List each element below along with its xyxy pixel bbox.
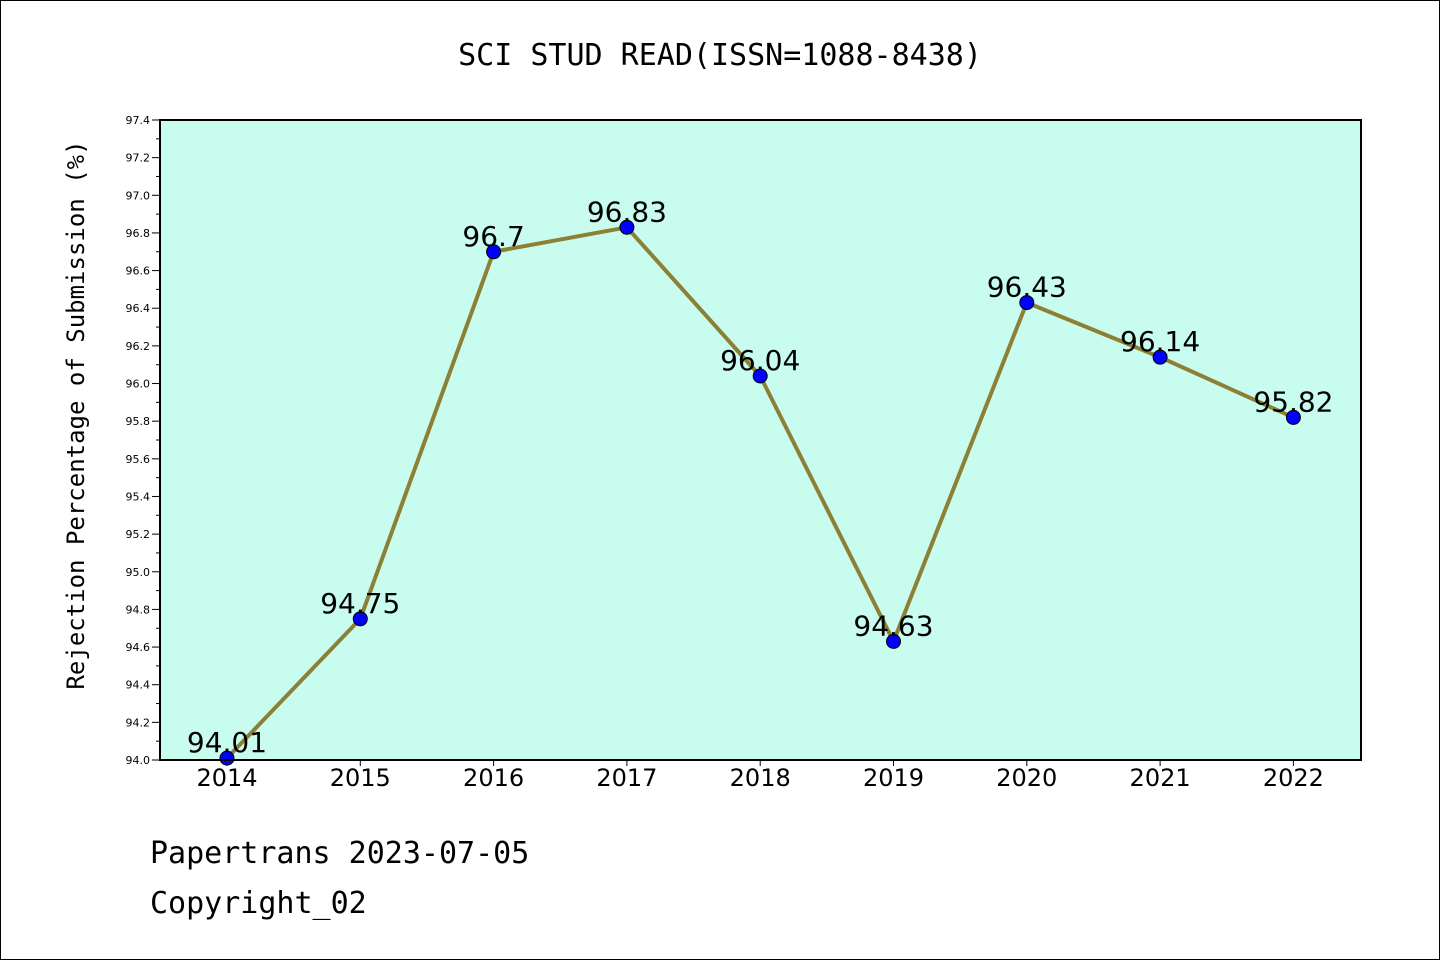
y-tick-label: 96.2 bbox=[126, 340, 151, 353]
data-label: 96.7 bbox=[462, 220, 524, 253]
y-tick-label: 95.8 bbox=[126, 415, 151, 428]
data-label: 96.14 bbox=[1120, 325, 1200, 358]
y-tick-label: 96.0 bbox=[126, 378, 151, 391]
y-tick-label: 95.4 bbox=[126, 490, 151, 503]
y-tick-label: 96.6 bbox=[126, 265, 151, 278]
x-tick-label: 2015 bbox=[330, 764, 391, 792]
x-tick-label: 2019 bbox=[863, 764, 924, 792]
data-label: 96.83 bbox=[587, 195, 667, 228]
data-point bbox=[219, 750, 235, 766]
chart-title: SCI STUD READ(ISSN=1088-8438) bbox=[458, 38, 982, 73]
x-tick-label: 2021 bbox=[1130, 764, 1191, 792]
data-label: 94.01 bbox=[187, 726, 267, 759]
y-tick-label: 94.6 bbox=[126, 641, 151, 654]
y-tick-label: 94.8 bbox=[126, 603, 151, 616]
y-tick-label: 94.4 bbox=[126, 679, 151, 692]
data-point bbox=[752, 368, 768, 384]
data-markers bbox=[219, 219, 1301, 766]
x-axis-ticks: 2014 2015 2016 2017 2018 2019 2020 2021 2022 bbox=[196, 760, 1324, 792]
data-labels: 94.01 94.75 96.7 96.83 96.04 94.63 96.43 96.14 9… bbox=[187, 195, 1334, 759]
x-tick-label: 2022 bbox=[1263, 764, 1324, 792]
data-point bbox=[886, 633, 901, 649]
footer-date: Papertrans 2023-07-05 bbox=[150, 836, 530, 871]
y-axis-ticks: 94.0 94.2 94.4 94.6 94.8 95.0 95.2 95.4 95.6 95.8… bbox=[126, 114, 160, 767]
data-label: 94.75 bbox=[320, 587, 400, 620]
y-tick-label: 95.2 bbox=[126, 528, 151, 541]
data-label: 96.43 bbox=[987, 271, 1067, 304]
y-tick-label: 94.0 bbox=[126, 754, 151, 767]
x-tick-label: 2017 bbox=[596, 764, 657, 792]
plot-border bbox=[159, 119, 1362, 761]
y-tick-label: 97.4 bbox=[126, 114, 151, 127]
data-point bbox=[1152, 349, 1168, 365]
data-label: 94.63 bbox=[853, 609, 933, 642]
x-tick-label: 2016 bbox=[463, 764, 524, 792]
y-tick-label: 97.0 bbox=[126, 189, 151, 202]
data-point bbox=[1285, 409, 1301, 425]
data-point bbox=[486, 244, 502, 260]
data-point bbox=[1019, 295, 1035, 311]
data-label: 95.82 bbox=[1253, 385, 1333, 418]
y-tick-label: 96.8 bbox=[126, 227, 151, 240]
data-point bbox=[619, 219, 635, 235]
y-tick-label: 97.2 bbox=[126, 152, 151, 165]
y-tick-label: 94.2 bbox=[126, 716, 151, 729]
x-tick-label: 2018 bbox=[730, 764, 791, 792]
y-tick-label: 95.0 bbox=[126, 566, 151, 579]
x-tick-label: 2020 bbox=[996, 764, 1057, 792]
data-point bbox=[352, 611, 368, 627]
y-tick-label: 95.6 bbox=[126, 453, 151, 466]
footer-copyright: Copyright_02 bbox=[150, 886, 367, 921]
y-axis-label: Rejection Percentage of Submission (%) bbox=[62, 140, 90, 689]
data-label: 96.04 bbox=[720, 344, 800, 377]
plot-area bbox=[160, 120, 1361, 760]
y-tick-label: 96.4 bbox=[126, 302, 151, 315]
x-tick-label: 2014 bbox=[196, 764, 257, 792]
